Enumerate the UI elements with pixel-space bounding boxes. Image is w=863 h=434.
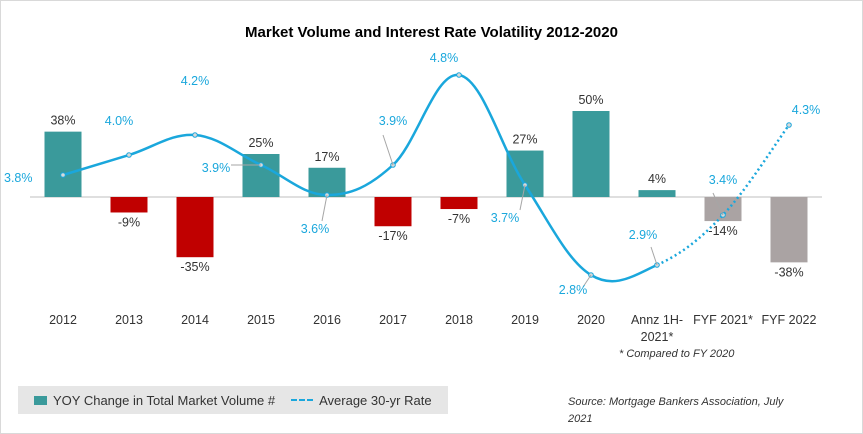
bar-fyf-2022 [770,197,808,263]
x-tick-label: FYF 2022 [762,313,817,327]
x-tick-label: 2014 [181,313,209,327]
bar-label: 25% [248,136,273,150]
legend-swatch-bar [34,395,47,405]
x-tick-label: 2017 [379,313,407,327]
bar-2015 [242,154,280,197]
bar-label: 17% [314,150,339,164]
chart-title: Market Volume and Interest Rate Volatili… [245,24,618,41]
legend-swatch-line [291,399,314,401]
rate-point [60,172,66,178]
x-tick-label: FYF 2021* [693,313,753,327]
rate-label: 3.8% [4,171,33,185]
bar-2017 [374,197,412,227]
rate-label: 4.8% [430,51,459,65]
bar-annz-1h-2021- [638,190,676,197]
rate-leader-line [650,246,658,266]
x-tick-label: 2012 [49,313,77,327]
legend-label-rate: Average 30-yr Rate [319,392,432,408]
x-tick-label: Annz 1H- [631,313,683,327]
legend-item-rate: Average 30-yr Rate [291,393,432,408]
rate-label: 3.6% [301,222,330,236]
bar-2019 [506,150,544,197]
x-tick-label: 2015 [247,313,275,327]
rate-leader-line [712,192,724,216]
bar-label: 38% [50,114,75,128]
bar-label: -9% [118,215,140,229]
bar-label: -7% [448,212,470,226]
rate-line-forecast [656,124,791,267]
bar-label: -17% [378,229,407,243]
x-tick-label: 2016 [313,313,341,327]
rate-label: 4.2% [181,74,210,88]
rate-label: 3.9% [379,114,408,128]
rate-line-actual [62,73,658,283]
legend: YOY Change in Total Market Volume # Aver… [18,386,448,414]
bar-2014 [176,197,214,258]
bar-label: -35% [180,260,209,274]
rate-point [456,72,462,78]
bar-label: 27% [512,133,537,147]
rate-label: 4.0% [105,114,134,128]
bar-2013 [110,197,148,213]
rate-point [786,122,792,128]
bar-label: 4% [648,172,666,186]
legend-item-volume: YOY Change in Total Market Volume # [34,393,275,408]
legend-label-volume: YOY Change in Total Market Volume # [53,392,276,408]
x-tick-label: 2018 [445,313,473,327]
x-tick-label: 2021* [641,330,674,344]
rate-label: 4.3% [792,103,821,117]
rate-point [192,132,198,138]
x-tick-label: 2013 [115,313,143,327]
rate-leader-line [519,184,526,211]
bar-2018 [440,197,478,210]
rate-leader-line [582,274,592,288]
bar-2020 [572,111,610,197]
source-note: Source: Mortgage Bankers Association, Ju… [568,396,784,425]
bar-label: 50% [578,93,603,107]
rate-label: 2.8% [559,283,588,297]
x-tick-label: 2019 [511,313,539,327]
rate-label: 3.7% [491,211,520,225]
rate-point [126,152,132,158]
rate-label: 3.9% [202,161,231,175]
bar-label: -38% [774,265,803,279]
rate-leader-line [321,194,328,222]
rate-label: 3.4% [709,173,738,187]
rate-leader-line [382,134,394,166]
bar-label: -14% [708,224,737,238]
x-tick-label: 2020 [577,313,605,327]
bar-2012 [44,131,82,197]
footnote: * Compared to FY 2020 [619,348,735,360]
rate-label: 2.9% [629,228,658,242]
